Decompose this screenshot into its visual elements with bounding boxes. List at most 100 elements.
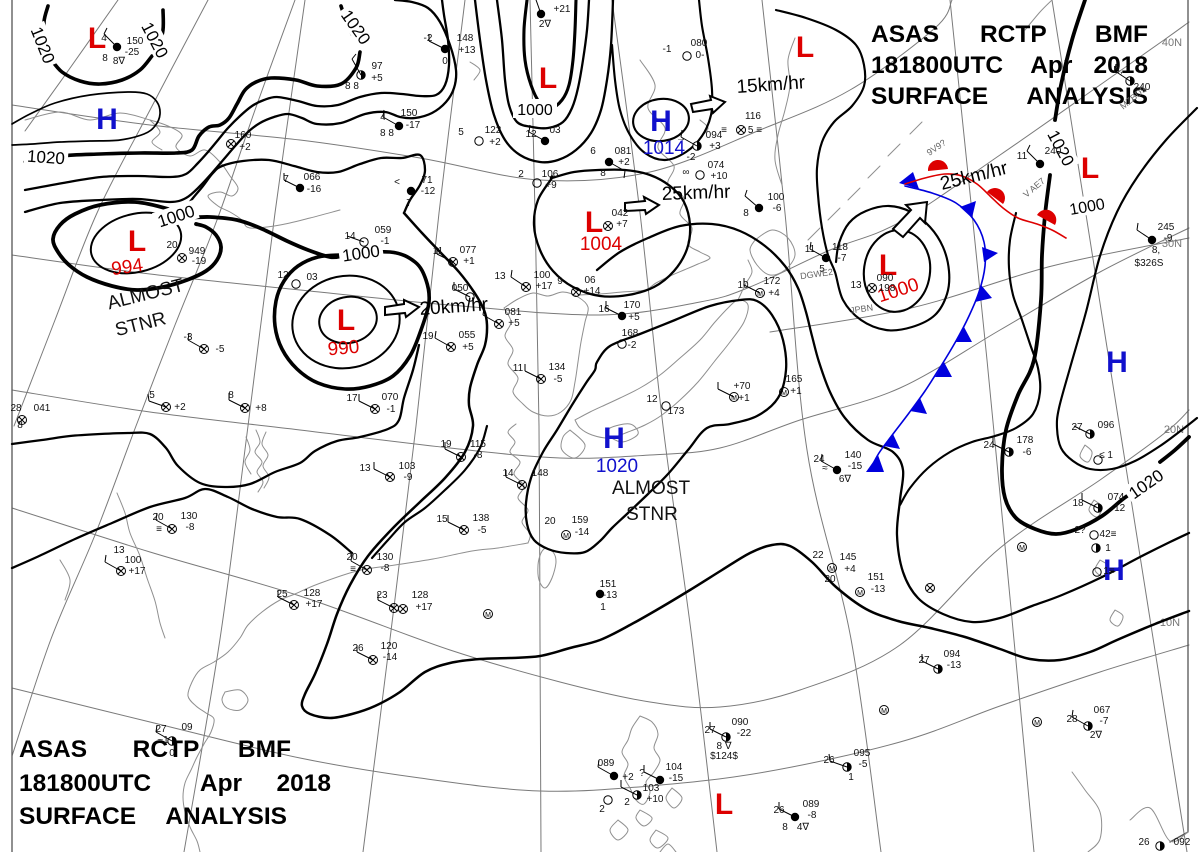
svg-text:11: 11 — [433, 246, 444, 257]
svg-text:2: 2 — [518, 169, 524, 180]
svg-text:+5: +5 — [628, 312, 640, 323]
svg-text:-15: -15 — [848, 461, 863, 472]
svg-text:0: 0 — [169, 748, 175, 759]
svg-text:~1: ~1 — [157, 735, 169, 746]
svg-text:-2: -2 — [687, 152, 696, 163]
svg-text:≡: ≡ — [350, 564, 356, 575]
svg-text:5: 5 — [458, 127, 464, 138]
svg-text:≤ 1: ≤ 1 — [1099, 450, 1113, 461]
svg-text:-14: -14 — [575, 527, 590, 538]
svg-text:5: 5 — [149, 390, 155, 401]
svg-text:8 8: 8 8 — [380, 128, 394, 139]
svg-text:103: 103 — [643, 783, 660, 794]
svg-text:≈: ≈ — [822, 463, 828, 474]
svg-text:ASAS: ASAS — [871, 21, 939, 48]
svg-text:240: 240 — [1134, 82, 1151, 93]
svg-text:+17: +17 — [129, 566, 146, 577]
svg-text:+5: +5 — [371, 73, 383, 84]
svg-text:M: M — [757, 291, 763, 298]
svg-text:97: 97 — [371, 61, 383, 72]
svg-text:8,: 8, — [1152, 245, 1160, 256]
svg-text:10: 10 — [737, 280, 749, 291]
svg-text:+2: +2 — [174, 402, 186, 413]
svg-text:159: 159 — [572, 515, 589, 526]
svg-text:12: 12 — [277, 270, 289, 281]
svg-text:077: 077 — [460, 245, 477, 256]
svg-text:27: 27 — [918, 655, 930, 666]
svg-text:2: 2 — [599, 804, 605, 815]
svg-text:71: 71 — [421, 175, 433, 186]
svg-text:1014: 1014 — [643, 138, 686, 159]
svg-text:M: M — [485, 612, 491, 619]
svg-text:+14: +14 — [584, 286, 601, 297]
svg-text:-13: -13 — [947, 660, 962, 671]
svg-text:8∇: 8∇ — [113, 56, 126, 67]
svg-text:-16: -16 — [307, 184, 322, 195]
svg-text:240: 240 — [1045, 146, 1062, 157]
svg-text:100: 100 — [125, 555, 142, 566]
svg-text:RCTP: RCTP — [980, 21, 1047, 48]
svg-text:$124$: $124$ — [710, 751, 738, 762]
svg-text:ALMOST: ALMOST — [612, 478, 691, 499]
svg-text:+2: +2 — [622, 772, 634, 783]
svg-text:11: 11 — [513, 363, 524, 374]
svg-text:H: H — [96, 103, 118, 136]
svg-text:151: 151 — [600, 579, 617, 590]
svg-text:24: 24 — [983, 440, 995, 451]
svg-text:130: 130 — [377, 552, 394, 563]
svg-text:M: M — [731, 395, 737, 402]
svg-text:H: H — [603, 422, 625, 455]
svg-text:165: 165 — [786, 374, 803, 385]
svg-text:134: 134 — [549, 362, 566, 373]
svg-text:080: 080 — [691, 38, 708, 49]
svg-text:H: H — [1106, 346, 1128, 379]
svg-text:20km/hr: 20km/hr — [419, 294, 490, 320]
svg-text:BMF: BMF — [238, 736, 291, 763]
svg-text:RCTP: RCTP — [133, 736, 200, 763]
svg-text:-5: -5 — [859, 759, 868, 770]
svg-text:+10: +10 — [647, 794, 664, 805]
svg-text:096: 096 — [1098, 420, 1115, 431]
svg-text:8: 8 — [17, 420, 23, 431]
svg-text:30N: 30N — [1162, 238, 1182, 250]
svg-text:-8: -8 — [808, 810, 817, 821]
svg-text:-7: -7 — [1100, 716, 1109, 727]
svg-text:990: 990 — [327, 337, 360, 361]
svg-text:2018: 2018 — [276, 770, 331, 797]
svg-text:+1: +1 — [738, 393, 750, 404]
svg-text:-3: -3 — [184, 332, 193, 343]
svg-text:+5: +5 — [508, 318, 520, 329]
svg-text:M: M — [829, 566, 835, 573]
svg-text:1000: 1000 — [517, 102, 553, 119]
svg-text:170: 170 — [624, 300, 641, 311]
svg-text:20: 20 — [346, 552, 358, 563]
svg-text:-15: -15 — [669, 773, 684, 784]
svg-text:+5: +5 — [462, 342, 474, 353]
svg-text:+21: +21 — [554, 4, 571, 15]
svg-text:1: 1 — [848, 772, 854, 783]
svg-text:M: M — [563, 533, 569, 540]
svg-text:24: 24 — [813, 454, 825, 465]
svg-text:181800UTC: 181800UTC — [19, 770, 151, 797]
svg-text:M: M — [881, 708, 887, 715]
svg-text:074: 074 — [1108, 492, 1125, 503]
svg-text:5 ≡: 5 ≡ — [748, 125, 762, 136]
svg-text:1020: 1020 — [26, 147, 65, 169]
svg-text:1004: 1004 — [580, 234, 623, 255]
svg-text:∞: ∞ — [682, 167, 689, 178]
svg-text:≡: ≡ — [721, 125, 727, 136]
svg-text:27: 27 — [1071, 422, 1083, 433]
svg-text:074: 074 — [708, 160, 725, 171]
svg-text:16: 16 — [598, 304, 610, 315]
svg-text:H: H — [650, 105, 672, 138]
svg-text:$326S: $326S — [1135, 258, 1164, 269]
svg-text:160: 160 — [235, 130, 252, 141]
svg-text:M: M — [857, 590, 863, 597]
svg-text:40N: 40N — [1162, 37, 1182, 49]
svg-text:-5: -5 — [216, 344, 225, 355]
svg-text:081: 081 — [615, 146, 632, 157]
svg-text:-2: -2 — [424, 33, 433, 44]
svg-text:-9: -9 — [404, 472, 413, 483]
svg-text:-22: -22 — [737, 728, 752, 739]
svg-text:-5: -5 — [554, 374, 563, 385]
